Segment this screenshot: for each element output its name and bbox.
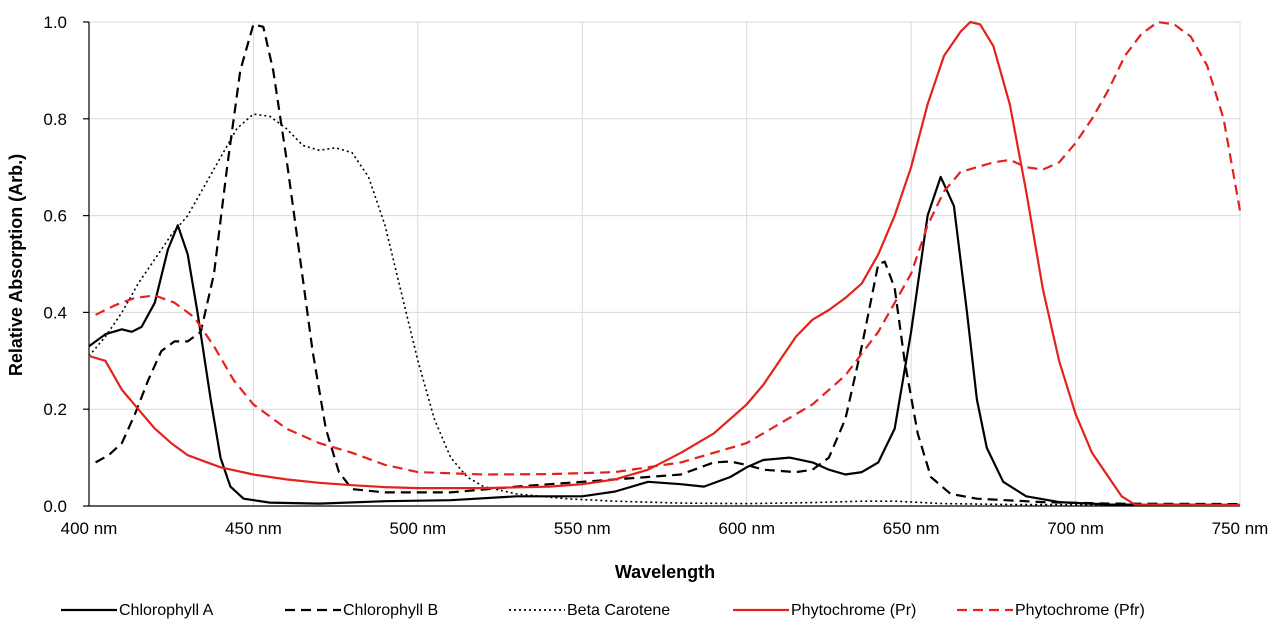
series-line-phytochrome-pfr bbox=[95, 20, 1242, 476]
legend-label: Chlorophyll A bbox=[119, 602, 214, 619]
y-tick-label: 1.0 bbox=[43, 13, 67, 32]
legend-label: Chlorophyll B bbox=[343, 602, 438, 619]
y-tick-label: 0.2 bbox=[43, 400, 67, 419]
axes bbox=[83, 21, 1240, 507]
x-tick-label: 450 nm bbox=[225, 519, 282, 538]
y-axis-title: Relative Absorption (Arb.) bbox=[6, 154, 26, 376]
series-line-phytochrome-pr bbox=[88, 20, 1241, 507]
y-tick-label: 0.4 bbox=[43, 303, 67, 322]
y-tick-label: 0.8 bbox=[43, 110, 67, 129]
gridlines bbox=[89, 21, 1241, 506]
legend-label: Phytochrome (Pfr) bbox=[1015, 602, 1145, 619]
legend: Chlorophyll A Chlorophyll B Beta Carotene P… bbox=[61, 602, 1145, 619]
x-axis-title: Wavelength bbox=[615, 562, 715, 582]
legend-label: Beta Carotene bbox=[567, 602, 670, 619]
legend-label: Phytochrome (Pr) bbox=[791, 602, 916, 619]
y-tick-label: 0.6 bbox=[43, 207, 67, 226]
y-tick-labels: 0.0 0.2 0.4 0.6 0.8 1.0 bbox=[43, 13, 67, 516]
x-tick-label: 700 nm bbox=[1047, 519, 1104, 538]
x-tick-label: 750 nm bbox=[1212, 519, 1269, 538]
x-tick-label: 650 nm bbox=[883, 519, 940, 538]
series-line-chlorophyll-a bbox=[88, 175, 1241, 507]
x-tick-label: 500 nm bbox=[390, 519, 447, 538]
series-line-beta-carotene bbox=[88, 113, 1241, 506]
x-tick-label: 550 nm bbox=[554, 519, 611, 538]
x-tick-label: 400 nm bbox=[61, 519, 118, 538]
series-lines bbox=[88, 20, 1242, 507]
x-tick-label: 600 nm bbox=[718, 519, 775, 538]
x-tick-labels: 400 nm 450 nm 500 nm 550 nm 600 nm 650 nm 700 … bbox=[61, 519, 1269, 538]
y-tick-label: 0.0 bbox=[43, 497, 67, 516]
series-line-chlorophyll-b bbox=[95, 23, 1241, 506]
